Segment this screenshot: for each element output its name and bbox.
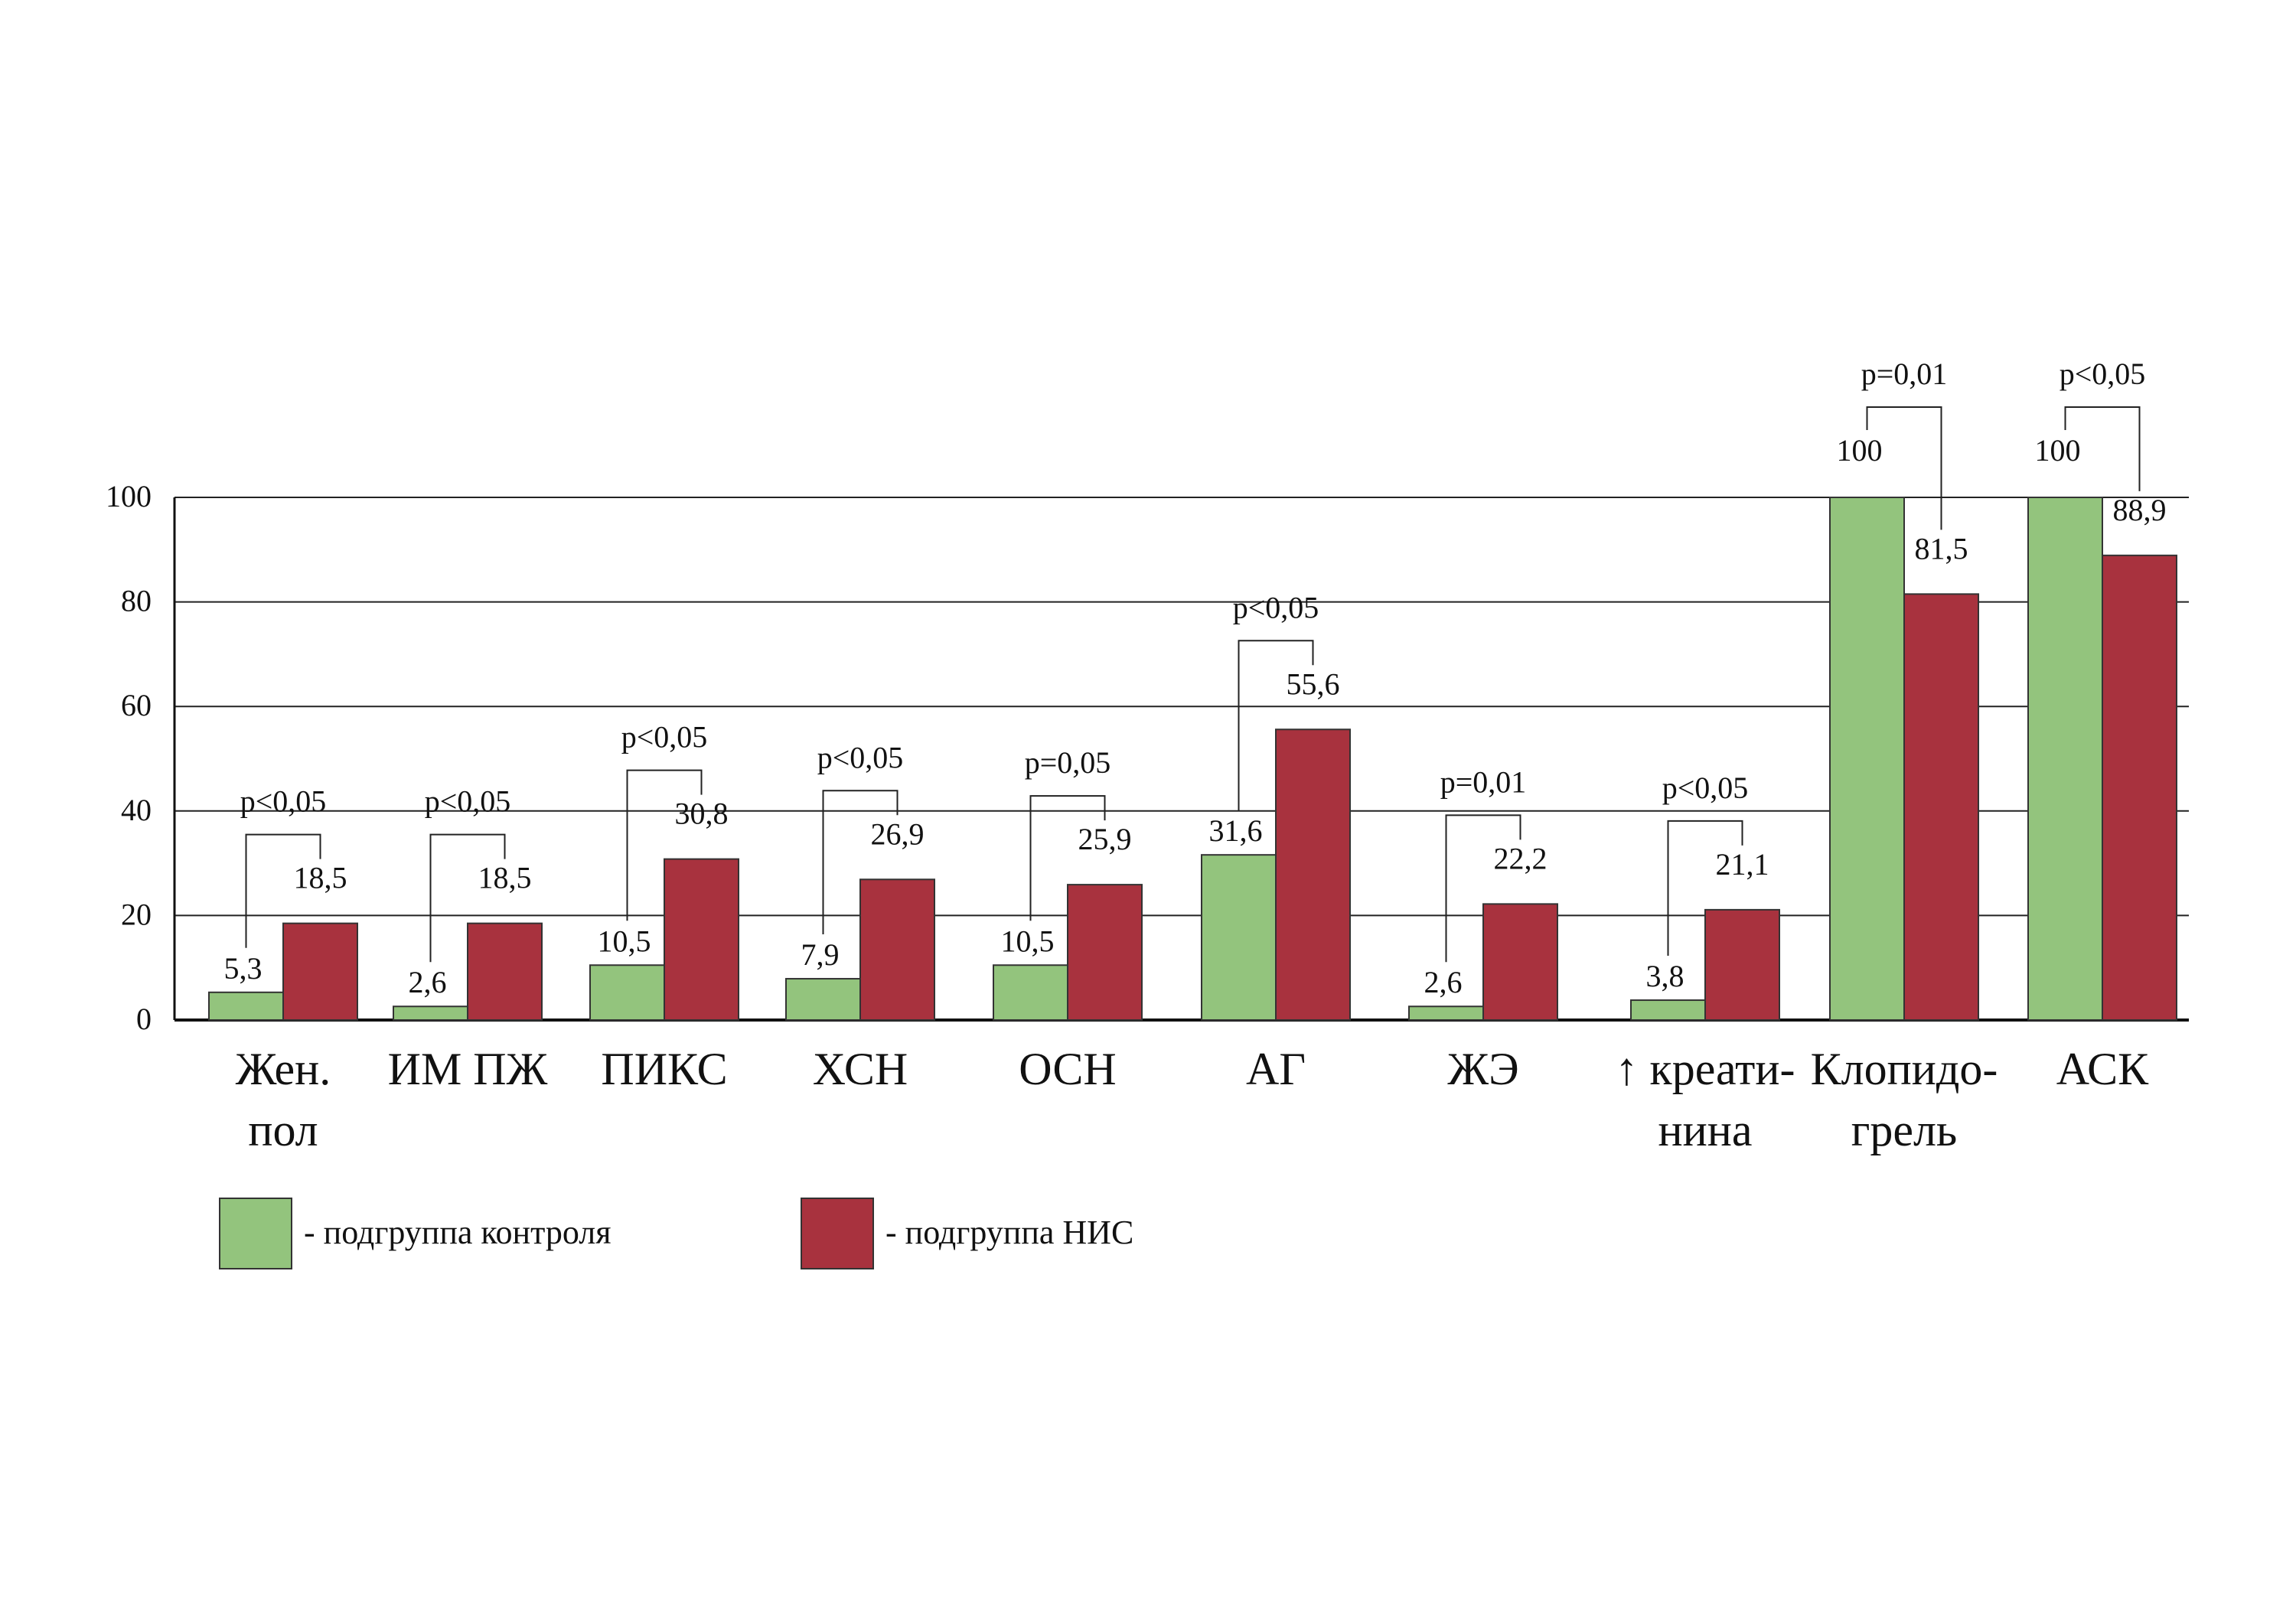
bar-nis-7 [1704, 908, 1780, 1021]
value-label-nis-6: 22,2 [1494, 841, 1548, 875]
category-label-7-line-1: нина [1658, 1105, 1753, 1155]
significance-brackets: p<0,05 p<0,05 p<0,05 p<0,05 p=0,05 p<0,05 p=0,… [240, 357, 2146, 963]
value-label-nis-7: 21,1 [1716, 847, 1769, 882]
value-label-nis-3: 26,9 [871, 816, 925, 851]
value-label-control-8: 100 [1837, 433, 1883, 468]
value-label-control-0: 5,3 [224, 951, 263, 986]
significance-bracket-7 [1667, 820, 1743, 957]
significance-bracket-0 [245, 833, 321, 948]
value-label-nis-5: 55,6 [1287, 666, 1340, 701]
legend-nis-swatch [801, 1198, 874, 1269]
y-tick-label-100: 100 [106, 479, 152, 513]
category-label-8-line-0: Клопидо- [1811, 1044, 1998, 1094]
category-label-4-line-0: ОСН [1019, 1044, 1116, 1094]
value-labels: 5,3 18,5 2,6 18,5 10,5 30,8 7,9 26,9 10,5 25,9 31,… [224, 433, 2167, 999]
y-tick-label-80: 80 [121, 584, 152, 618]
bar-control-3 [785, 978, 861, 1021]
p-value-label-4: p=0,05 [1025, 745, 1111, 780]
value-label-control-4: 10,5 [1001, 924, 1055, 958]
category-label-2-line-0: ПИКС [601, 1044, 727, 1094]
bar-control-2 [589, 964, 665, 1022]
bar-nis-1 [467, 922, 543, 1022]
category-label-3-line-0: ХСН [813, 1044, 908, 1094]
p-value-label-8: p=0,01 [1861, 357, 1948, 391]
value-label-nis-9: 88,9 [2113, 493, 2167, 527]
bar-control-6 [1408, 1005, 1484, 1021]
bar-nis-2 [664, 858, 739, 1021]
bars [208, 497, 2177, 1022]
p-value-label-3: p<0,05 [817, 740, 904, 774]
bar-nis-8 [1903, 593, 1979, 1021]
significance-bracket-9 [2064, 406, 2141, 491]
value-label-nis-4: 25,9 [1078, 822, 1132, 856]
bar-control-4 [993, 964, 1068, 1022]
category-label-9-line-0: АСК [2056, 1044, 2149, 1094]
value-label-nis-1: 18,5 [478, 861, 532, 895]
p-value-label-0: p<0,05 [240, 784, 327, 819]
category-label-7-line-0: ↑ креати- [1616, 1044, 1795, 1094]
bar-nis-3 [859, 878, 935, 1021]
bar-control-1 [393, 1005, 468, 1021]
value-label-control-6: 2,6 [1424, 965, 1463, 999]
value-label-nis-8: 81,5 [1915, 531, 1968, 565]
p-value-label-7: p<0,05 [1662, 771, 1749, 805]
significance-bracket-8 [1866, 406, 1942, 530]
category-label-6-line-0: ЖЭ [1447, 1044, 1518, 1094]
category-label-8-line-1: грель [1851, 1105, 1958, 1155]
bar-control-7 [1630, 999, 1706, 1022]
significance-bracket-2 [626, 769, 703, 921]
category-label-0-line-1: пол [248, 1105, 318, 1155]
p-value-label-2: p<0,05 [621, 720, 708, 754]
bar-control-5 [1201, 854, 1277, 1021]
value-label-nis-2: 30,8 [675, 797, 729, 831]
bar-nis-6 [1482, 903, 1558, 1022]
value-label-control-3: 7,9 [801, 937, 840, 972]
value-label-control-2: 10,5 [598, 924, 651, 958]
legend-control-swatch [219, 1198, 292, 1269]
bar-control-0 [208, 991, 284, 1022]
p-value-label-5: p<0,05 [1233, 590, 1319, 624]
y-tick-label-0: 0 [136, 1002, 152, 1036]
significance-bracket-4 [1029, 795, 1106, 921]
bar-nis-4 [1067, 884, 1143, 1022]
bar-nis-5 [1275, 728, 1351, 1021]
significance-bracket-3 [822, 790, 899, 935]
category-label-0-line-0: Жен. [236, 1044, 331, 1094]
category-label-5-line-0: АГ [1246, 1044, 1306, 1094]
y-tick-label-60: 60 [121, 688, 152, 722]
p-value-label-1: p<0,05 [425, 784, 511, 819]
bar-nis-0 [282, 922, 358, 1022]
value-label-control-7: 3,8 [1646, 959, 1684, 993]
legend: - подгруппа контроля - подгруппа НИС [219, 1198, 1133, 1269]
bar-control-9 [2027, 497, 2103, 1021]
category-label-1-line-0: ИМ ПЖ [388, 1044, 548, 1094]
bar-nis-9 [2102, 554, 2177, 1021]
category-labels: Жен. пол ИМ ПЖ ПИКС ХСН ОСН АГ ЖЭ ↑ креати-нина К… [236, 1044, 2149, 1155]
y-tick-label-20: 20 [121, 897, 152, 931]
legend-nis-label: - подгруппа НИС [885, 1214, 1133, 1251]
p-value-label-9: p<0,05 [2060, 357, 2146, 391]
bar-control-8 [1829, 497, 1905, 1021]
legend-control-label: - подгруппа контроля [304, 1214, 611, 1251]
value-label-control-5: 31,6 [1209, 813, 1263, 848]
value-label-control-9: 100 [2035, 433, 2081, 468]
value-label-control-1: 2,6 [409, 965, 447, 999]
value-label-nis-0: 18,5 [294, 861, 347, 895]
significance-bracket-6 [1445, 814, 1521, 963]
p-value-label-6: p=0,01 [1440, 764, 1527, 799]
y-tick-label-40: 40 [121, 793, 152, 827]
significance-bracket-5 [1238, 640, 1314, 811]
significance-bracket-1 [429, 833, 506, 963]
